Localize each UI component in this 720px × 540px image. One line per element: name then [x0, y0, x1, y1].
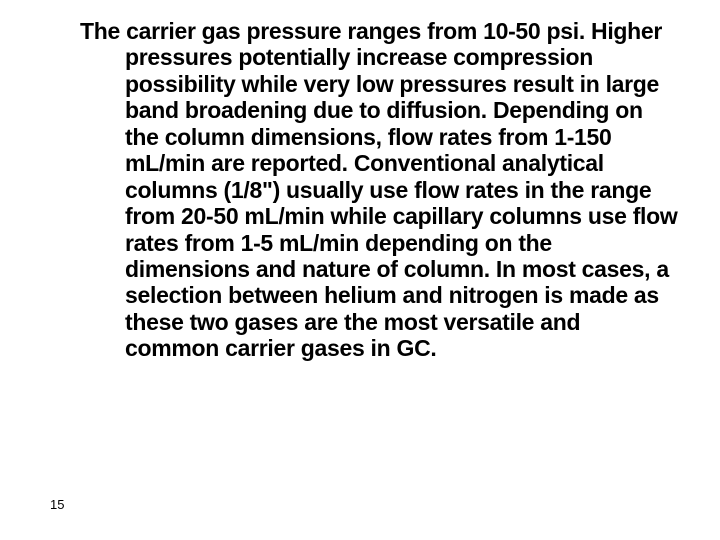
- page-number: 15: [50, 497, 64, 512]
- slide-content: The carrier gas pressure ranges from 10-…: [0, 0, 720, 362]
- body-text: The carrier gas pressure ranges from 10-…: [40, 18, 680, 362]
